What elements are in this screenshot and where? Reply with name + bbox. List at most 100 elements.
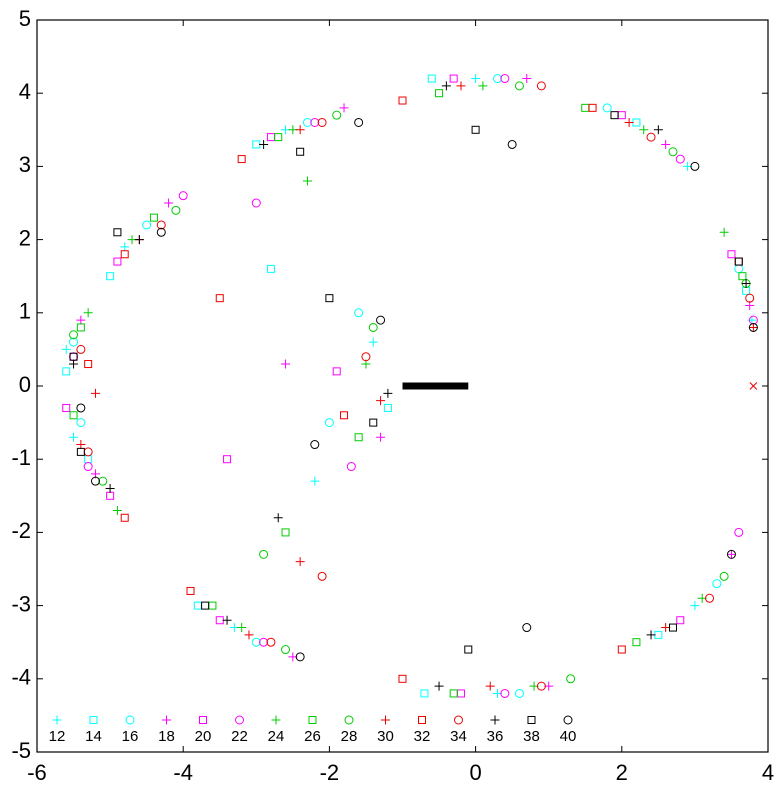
data-point [310,440,320,450]
data-point [435,89,444,98]
data-point [646,630,656,640]
data-point [106,491,115,500]
data-point [90,476,100,486]
data-point [105,483,115,493]
data-point [738,272,747,281]
data-point [376,396,386,406]
data-point [317,117,327,127]
data-point [632,638,641,647]
data-point [536,81,546,91]
data-point [624,117,634,127]
data-point [69,330,79,340]
y-tick-label: 4 [19,79,31,104]
data-point [76,323,85,332]
data-point [748,322,758,332]
data-point [566,674,576,684]
data-point [653,125,663,135]
legend-label: 14 [85,728,102,745]
legend-marker [381,715,390,725]
legend-marker [527,716,536,724]
legend-label: 32 [414,728,431,745]
data-point [748,322,758,332]
data-point [514,688,524,698]
data-point [76,440,86,450]
x-tick-label: 0 [469,760,481,785]
data-point [76,447,85,456]
data-point [302,176,312,186]
legend-marker [199,716,207,724]
data-point [500,688,510,698]
data-point [69,352,79,362]
data-point [376,432,386,442]
data-point [741,279,751,289]
x-tick-label: -2 [320,760,340,785]
data-point [317,571,327,581]
legend-marker [89,716,98,724]
data-point [208,601,217,610]
data-point [485,681,495,691]
data-point [734,527,744,537]
data-point [252,140,261,149]
data-point [215,294,224,303]
data-point [368,322,378,332]
data-point [354,308,364,318]
data-point [536,681,546,691]
data-point [244,630,254,640]
data-point [69,352,78,361]
data-point [734,257,743,266]
data-point [332,110,342,120]
y-tick-label: -3 [11,591,31,616]
data-point [61,344,71,354]
data-point [106,272,115,281]
legend-marker [308,716,317,724]
data-point [617,645,626,654]
data-point [705,593,715,603]
data-point [237,623,247,633]
data-point [675,154,685,164]
data-point [193,601,202,610]
data-point [646,132,656,142]
data-point [76,315,86,325]
data-point [223,455,232,464]
legend-label: 36 [487,728,504,745]
data-point [434,681,444,691]
legend-marker [454,715,463,725]
data-point [522,623,532,633]
data-point [83,447,93,457]
data-point [325,294,334,303]
data-point [398,674,407,683]
x-tick-label: 4 [762,760,774,785]
data-point [266,264,275,273]
data-point [668,623,677,632]
data-point [90,388,100,398]
data-point [456,689,465,698]
data-point [259,637,269,647]
data-point [310,117,320,127]
data-point [156,220,166,230]
data-point [310,476,320,486]
data-point [427,74,436,83]
data-point [654,630,663,639]
legend-label: 22 [231,728,248,745]
data-point [354,117,364,127]
data-point [383,403,392,412]
data-point [281,645,291,655]
data-point [251,198,261,208]
data-point [464,645,473,654]
data-point [719,571,729,581]
data-point [661,139,671,149]
data-point [295,652,305,662]
data-point [602,103,612,113]
data-point [266,637,276,647]
legend-marker [418,716,426,724]
data-point [514,81,524,91]
data-point [471,125,480,134]
data-point [164,198,174,208]
data-point [449,689,458,698]
data-point [324,418,334,428]
data-point [69,411,78,420]
legend-marker [125,715,135,725]
data-point [295,557,305,567]
legend-marker [235,715,244,725]
